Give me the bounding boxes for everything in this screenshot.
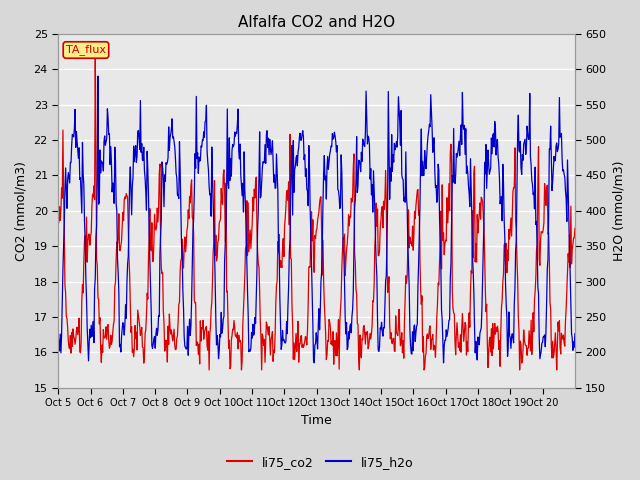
li75_h2o: [371, 206, 379, 212]
Line: li75_h2o: li75_h2o: [58, 76, 575, 363]
li75_h2o: [310, 360, 318, 366]
li75_co2: [54, 222, 62, 228]
li75_h2o: [256, 129, 264, 135]
X-axis label: Time: Time: [301, 414, 332, 427]
Y-axis label: H2O (mmol/m3): H2O (mmol/m3): [612, 160, 625, 261]
li75_co2: [116, 247, 124, 253]
li75_h2o: [236, 141, 244, 147]
li75_h2o: [211, 247, 218, 252]
li75_h2o: [54, 334, 62, 339]
Y-axis label: CO2 (mmol/m3): CO2 (mmol/m3): [15, 161, 28, 261]
li75_co2: [92, 55, 99, 60]
li75_co2: [257, 320, 264, 325]
Title: Alfalfa CO2 and H2O: Alfalfa CO2 and H2O: [238, 15, 395, 30]
li75_co2: [371, 242, 379, 248]
li75_co2: [211, 252, 219, 258]
Text: TA_flux: TA_flux: [66, 45, 106, 56]
li75_co2: [237, 340, 244, 346]
li75_h2o: [94, 73, 102, 79]
li75_h2o: [400, 198, 408, 204]
Line: li75_co2: li75_co2: [58, 58, 575, 370]
li75_h2o: [116, 344, 124, 349]
Legend: li75_co2, li75_h2o: li75_co2, li75_h2o: [221, 451, 419, 474]
li75_co2: [571, 226, 579, 231]
li75_co2: [400, 355, 408, 361]
li75_co2: [205, 367, 213, 373]
li75_h2o: [571, 331, 579, 336]
